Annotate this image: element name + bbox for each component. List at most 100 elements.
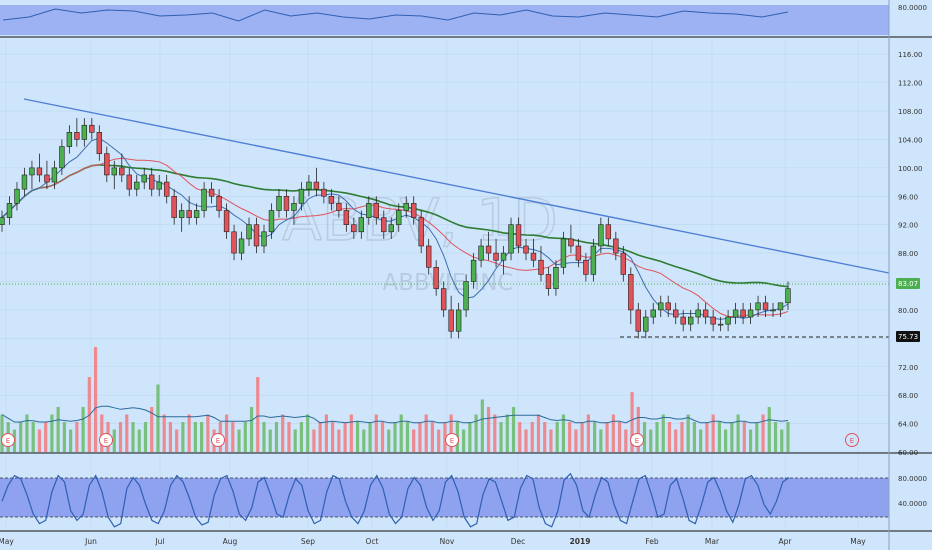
volume-bar: [437, 429, 441, 452]
volume-bar: [362, 429, 366, 452]
volume-bar: [50, 414, 54, 452]
candle-body: [605, 224, 612, 240]
volume-bar: [649, 429, 653, 452]
volume-bar: [480, 399, 484, 452]
candlesticks: [0, 118, 791, 339]
price-tick-label: 96.00: [898, 193, 918, 201]
volume-bar: [593, 422, 597, 452]
candle-body: [463, 281, 469, 311]
candle-body: [171, 195, 177, 218]
candle-body: [358, 217, 365, 233]
volume-bar: [143, 422, 148, 452]
time-tick-label: Sep: [301, 537, 315, 546]
candle-body: [328, 195, 335, 204]
time-tick-label: May: [0, 537, 14, 546]
volume-moving-average: [1, 405, 789, 424]
candle-body: [156, 181, 162, 190]
time-tick-label: Jun: [84, 537, 97, 546]
earnings-marker: [445, 433, 459, 447]
current-price-badge: 83.07: [896, 278, 920, 289]
volume-bar: [680, 422, 684, 452]
candle-body: [740, 309, 746, 318]
candle-body: [732, 309, 739, 318]
volume-bar: [642, 422, 647, 452]
volume-bar: [137, 429, 141, 452]
volume-bar: [486, 407, 491, 452]
candle-body: [725, 316, 731, 325]
volume-bar: [617, 422, 622, 452]
trendline[interactable]: [23, 98, 890, 274]
volume-bar: [75, 422, 79, 452]
candle-body: [485, 245, 492, 254]
volume-bar: [611, 414, 615, 452]
volume-bar: [374, 414, 378, 452]
price-tick-label: 80.00: [898, 307, 918, 315]
volume-bar: [462, 429, 466, 452]
volume-bar: [518, 422, 522, 452]
volume-bar: [786, 422, 790, 452]
earnings-marker: [211, 433, 225, 447]
sma-slow-line: [1, 163, 789, 288]
candle-body: [178, 210, 185, 218]
candle-body: [658, 302, 664, 311]
candle-body: [59, 146, 65, 169]
candle-body: [343, 210, 350, 225]
volume-bar: [312, 429, 316, 452]
volume-bar: [187, 414, 191, 452]
volume-bar: [318, 422, 322, 452]
volume-bar: [405, 422, 410, 452]
earnings-marker: [99, 433, 113, 447]
candle-body: [755, 302, 761, 311]
support-price-value: 75.73: [898, 333, 918, 341]
candle-body: [545, 274, 552, 289]
candle-body: [104, 153, 110, 176]
candle-body: [351, 224, 357, 233]
volume-bar: [661, 414, 665, 452]
candle-body: [538, 259, 544, 275]
price-tick-label: 68.00: [898, 392, 918, 400]
candle-body: [313, 181, 320, 190]
candle-body: [89, 124, 95, 133]
candle-body: [396, 210, 402, 225]
volume-bar: [368, 422, 372, 452]
candle-body: [411, 203, 417, 218]
sma-mid-path: [1, 137, 789, 320]
volume-bar: [748, 429, 753, 452]
volume-bar: [324, 414, 328, 452]
price-tick-label: 112.00: [898, 80, 923, 88]
candle-body: [74, 132, 80, 140]
volume-bar: [380, 422, 385, 452]
candle-body: [253, 224, 260, 247]
price-tick-label: 64.00: [898, 421, 918, 429]
volume-bar: [717, 422, 721, 452]
volume-bar: [468, 422, 472, 452]
candle-body: [680, 316, 686, 325]
earnings-marker-label: E: [6, 437, 10, 445]
volume-bar: [674, 429, 678, 452]
candle-body: [515, 224, 522, 247]
volume-bar: [31, 422, 35, 452]
volume-bar: [337, 429, 341, 452]
volume-bar: [355, 422, 360, 452]
price-tick-label: 100.00: [898, 165, 923, 173]
volume-bar: [81, 407, 85, 452]
candle-body: [246, 224, 252, 240]
candle-body: [508, 224, 514, 254]
top-indicator-panel: 80.0000: [0, 4, 932, 38]
volume-bar: [418, 422, 422, 452]
candle-body: [366, 203, 372, 218]
candle-body: [163, 181, 170, 197]
volume-bar: [667, 422, 672, 452]
candle-body: [14, 188, 20, 204]
volume-bar: [287, 422, 291, 452]
candle-body: [81, 124, 88, 140]
candle-body: [478, 245, 484, 261]
candle-body: [455, 309, 462, 332]
candle-body: [216, 195, 222, 211]
volume-bar: [299, 422, 304, 452]
candle-body: [373, 203, 379, 218]
volume-bar: [780, 429, 784, 452]
time-tick-label: Aug: [223, 537, 238, 546]
